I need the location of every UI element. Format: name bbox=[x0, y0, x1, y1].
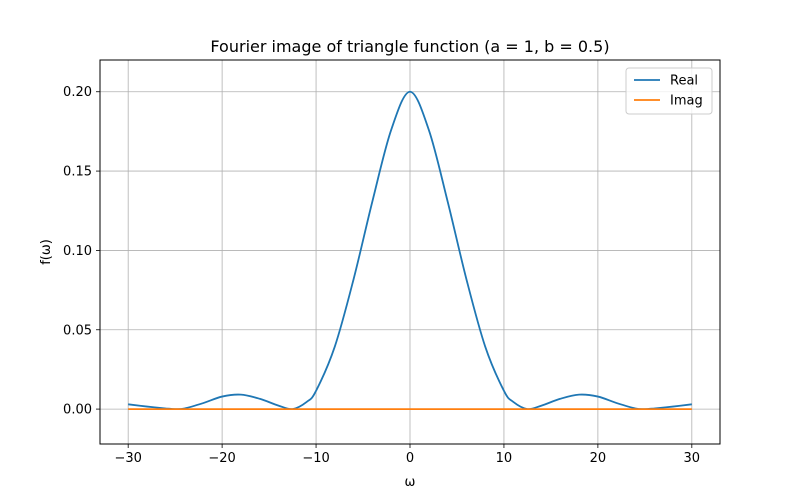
x-tick-label: 10 bbox=[496, 451, 513, 466]
x-tick-label: 20 bbox=[590, 451, 607, 466]
plot-lines bbox=[128, 90, 692, 411]
chart-title: Fourier image of triangle function (a = … bbox=[210, 37, 609, 56]
y-tick-label: 0.05 bbox=[63, 323, 92, 338]
y-tick-label: 0.20 bbox=[63, 85, 92, 100]
legend-label-real: Real bbox=[670, 74, 698, 89]
x-tick-label: −30 bbox=[114, 451, 141, 466]
y-tick-label: 0.00 bbox=[63, 403, 92, 418]
x-tick-label: 0 bbox=[406, 451, 414, 466]
legend: Real Imag bbox=[625, 67, 713, 115]
y-tick-label: 0.10 bbox=[63, 244, 92, 259]
axis-ticks: −30 −20 −10 0 10 20 30 0.00 0.05 0.10 0.15 0.20 bbox=[63, 85, 700, 466]
y-tick-label: 0.15 bbox=[63, 165, 92, 180]
grid bbox=[100, 60, 720, 444]
x-tick-label: −20 bbox=[208, 451, 235, 466]
x-tick-label: 30 bbox=[684, 451, 701, 466]
x-axis-label: ω bbox=[405, 475, 416, 490]
legend-label-imag: Imag bbox=[670, 94, 703, 109]
x-tick-label: −10 bbox=[302, 451, 329, 466]
y-axis-label: f(ω) bbox=[39, 239, 54, 265]
series-line-real bbox=[128, 90, 692, 411]
